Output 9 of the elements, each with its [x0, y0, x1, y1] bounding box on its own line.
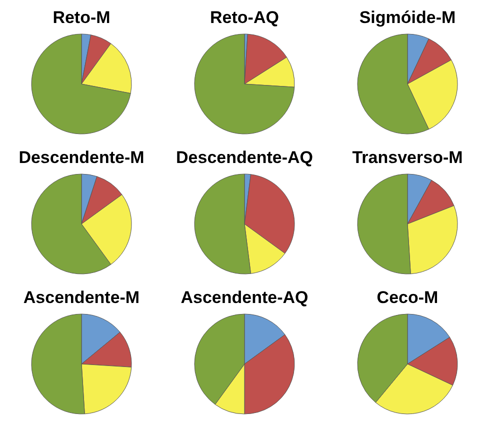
chart-title: Ascendente-AQ [180, 288, 308, 307]
chart-title: Reto-M [52, 8, 110, 27]
chart-title: Descendente-AQ [176, 148, 313, 167]
chart-title: Ceco-M [376, 288, 438, 307]
chart-title: Sigmóide-M [359, 8, 456, 27]
chart-title: Ascendente-M [23, 288, 140, 307]
chart-title: Transverso-M [352, 148, 463, 167]
chart-title: Descendente-M [18, 148, 144, 167]
chart-title: Reto-AQ [210, 8, 279, 27]
